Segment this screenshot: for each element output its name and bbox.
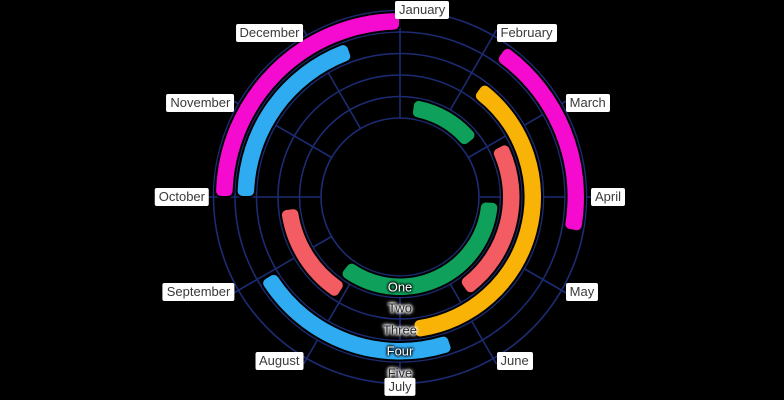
gantt-bar-two-2[interactable] (279, 207, 345, 298)
gantt-bar-four-1[interactable] (261, 272, 453, 362)
axis-tick (232, 289, 239, 295)
axis-tick (302, 358, 308, 365)
gantt-bar-five-1[interactable] (496, 46, 586, 233)
gantt-bar-two-1[interactable] (459, 143, 522, 295)
gantt-bar-three-1[interactable] (412, 83, 543, 339)
grid-circle (320, 117, 480, 277)
gantt-bar-four-2[interactable] (235, 43, 353, 198)
axis-tick (561, 289, 568, 295)
grid-spoke (238, 235, 332, 291)
axis-tick (492, 358, 498, 365)
axis-tick (561, 99, 568, 105)
gantt-bar-five-2[interactable] (214, 11, 402, 199)
axis-tick (302, 29, 308, 36)
gantt-bar-one-2[interactable] (340, 200, 500, 297)
axis-tick (492, 29, 498, 36)
axis-tick (232, 99, 239, 105)
gantt-bar-one-1[interactable] (411, 98, 477, 147)
